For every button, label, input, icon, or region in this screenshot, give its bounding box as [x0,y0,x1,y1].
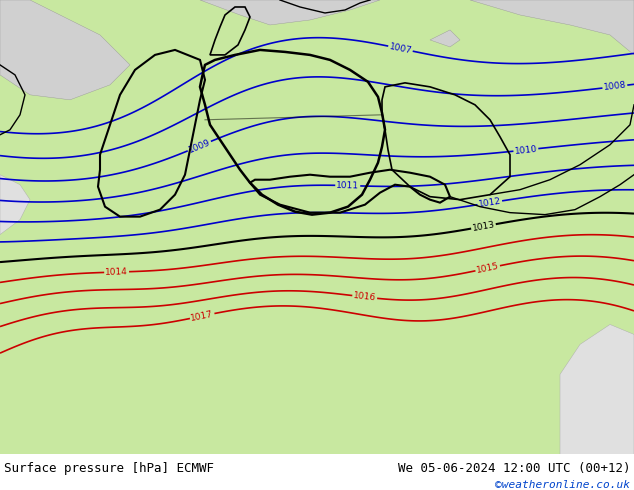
Text: 1013: 1013 [471,220,496,233]
Polygon shape [470,0,634,55]
Text: 1007: 1007 [388,42,413,55]
Text: 1014: 1014 [105,267,128,277]
Polygon shape [0,175,30,235]
Text: ©weatheronline.co.uk: ©weatheronline.co.uk [495,480,630,490]
Polygon shape [0,0,130,100]
Polygon shape [200,0,380,25]
Text: We 05-06-2024 12:00 UTC (00+12): We 05-06-2024 12:00 UTC (00+12) [398,462,630,475]
Text: 1008: 1008 [603,81,627,93]
Text: 1017: 1017 [190,309,214,323]
Polygon shape [0,0,634,454]
Text: 1009: 1009 [187,138,212,155]
Polygon shape [430,30,460,47]
Text: 1011: 1011 [336,181,359,191]
Text: 1015: 1015 [476,262,500,275]
Text: 1010: 1010 [514,144,538,156]
Polygon shape [560,324,634,454]
Text: Surface pressure [hPa] ECMWF: Surface pressure [hPa] ECMWF [4,462,214,475]
Text: 1012: 1012 [478,196,502,209]
Text: 1016: 1016 [353,291,377,303]
